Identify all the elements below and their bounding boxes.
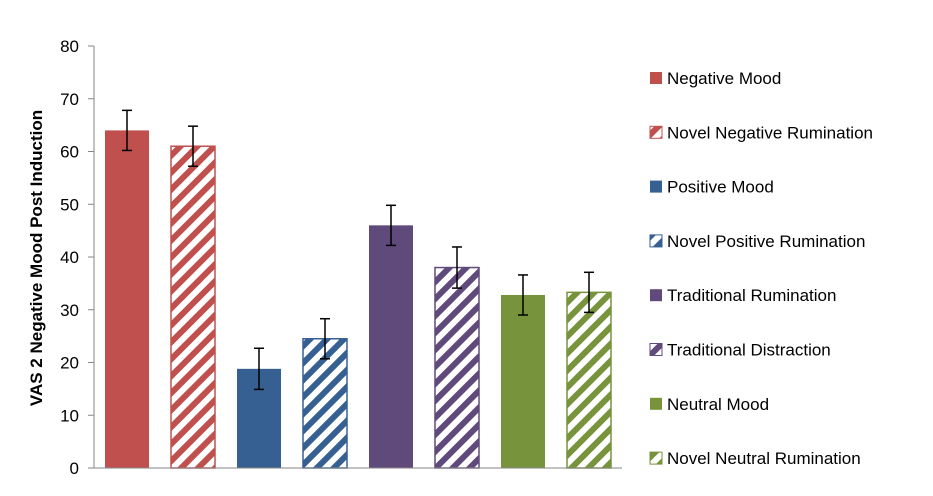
legend-swatch xyxy=(649,451,663,465)
legend-label: Neutral Mood xyxy=(667,395,769,414)
legend-label: Positive Mood xyxy=(667,178,774,197)
y-tick-label: 60 xyxy=(60,143,79,162)
legend-swatch xyxy=(650,180,662,193)
bar xyxy=(501,294,545,468)
y-tick-label: 50 xyxy=(60,195,79,214)
legend-swatch xyxy=(649,125,663,139)
y-tick-label: 30 xyxy=(60,301,79,320)
y-tick-label: 40 xyxy=(60,248,79,267)
bar xyxy=(566,291,612,469)
bar xyxy=(434,266,480,469)
legend-label: Traditional Distraction xyxy=(667,341,831,360)
legend-label: Traditional Rumination xyxy=(667,286,836,305)
legend-label: Novel Positive Rumination xyxy=(667,232,865,251)
legend-label: Negative Mood xyxy=(667,69,781,88)
legend-label: Novel Negative Rumination xyxy=(667,123,873,142)
y-tick-label: 20 xyxy=(60,354,79,373)
legend-swatch xyxy=(649,343,663,356)
y-axis-title: VAS 2 Negative Mood Post Induction xyxy=(27,110,46,406)
legend-swatch xyxy=(650,397,662,410)
bar xyxy=(369,225,413,468)
legend-label: Novel Neutral Rumination xyxy=(667,449,861,468)
y-tick-label: 0 xyxy=(70,459,79,478)
y-tick-label: 10 xyxy=(60,406,79,425)
legend-swatch xyxy=(649,234,663,248)
legend-swatch xyxy=(650,72,662,84)
legend-swatch xyxy=(650,289,662,302)
bar xyxy=(105,130,149,468)
y-tick-label: 70 xyxy=(60,90,79,109)
y-tick-label: 80 xyxy=(60,37,79,56)
bar xyxy=(302,338,348,469)
bar xyxy=(170,145,216,469)
